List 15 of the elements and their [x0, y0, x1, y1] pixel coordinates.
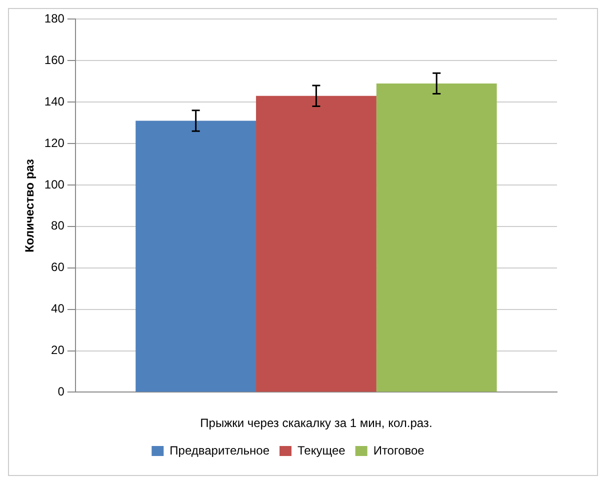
y-tick-label: 120: [44, 136, 65, 150]
y-tick-label: 0: [58, 384, 65, 399]
y-tick-label: 100: [44, 177, 65, 192]
y-tick-label: 140: [44, 94, 65, 108]
legend-label: Итоговое: [373, 443, 425, 458]
y-tick-label: 40: [51, 302, 65, 316]
y-tick-label: 20: [51, 343, 65, 358]
x-axis-title: Прыжки через скакалку за 1 мин, кол.раз.: [200, 416, 432, 430]
legend-label: Предварительное: [170, 443, 270, 458]
y-axis-title: Количество раз: [22, 158, 37, 252]
legend-label: Текущее: [298, 443, 346, 458]
y-tick-label: 160: [44, 52, 65, 67]
y-tick-label: 60: [51, 260, 65, 274]
y-tick-label: 80: [51, 218, 65, 233]
y-tick-label: 180: [44, 12, 65, 26]
